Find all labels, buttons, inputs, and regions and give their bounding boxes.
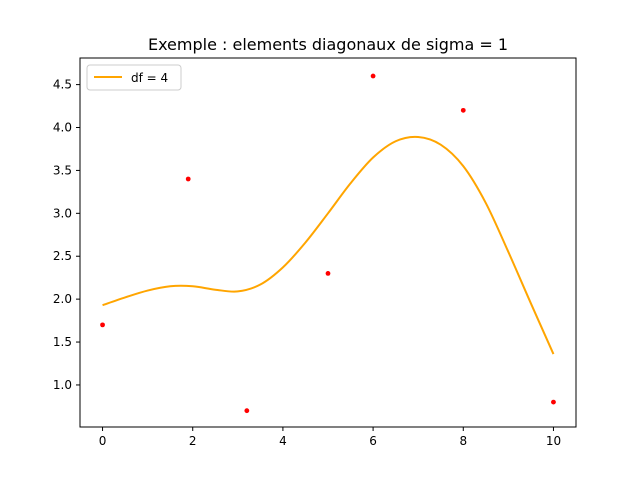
- x-tick-label: 10: [546, 434, 561, 448]
- data-point: [325, 270, 331, 276]
- data-point: [551, 399, 556, 405]
- data-point: [370, 73, 376, 79]
- y-tick-label: 2.5: [53, 249, 72, 263]
- plot-frame: [79, 57, 577, 428]
- data-point: [100, 322, 105, 328]
- series-layer: [100, 73, 556, 414]
- legend: df = 4: [86, 64, 182, 91]
- y-tick-label: 1.0: [53, 378, 72, 392]
- y-tick-label: 3.0: [53, 206, 72, 220]
- legend-label: df = 4: [131, 71, 168, 85]
- data-point: [185, 176, 191, 182]
- data-point: [244, 408, 250, 414]
- y-tick-label: 1.5: [53, 335, 72, 349]
- y-tick-label: 4.5: [53, 78, 72, 92]
- y-tick-label: 3.5: [53, 163, 72, 177]
- x-tick-label: 4: [279, 434, 287, 448]
- data-point: [460, 107, 466, 113]
- y-tick-label: 4.0: [53, 121, 72, 135]
- x-tick-label: 2: [189, 434, 197, 448]
- x-tick-label: 6: [369, 434, 377, 448]
- series-line-df4: [102, 135, 555, 355]
- legend-box: [86, 64, 182, 91]
- x-tick-label: 8: [459, 434, 467, 448]
- x-tick-label: 0: [99, 434, 107, 448]
- y-tick-label: 2.0: [53, 292, 72, 306]
- x-axis: 0 2 4 6 8 10: [99, 427, 561, 448]
- y-axis: 1.0 1.5 2.0 2.5 3.0 3.5 4.0 4.5: [53, 78, 80, 392]
- plot-area: [79, 57, 577, 428]
- chart-title: Exemple : elements diagonaux de sigma = …: [148, 35, 508, 54]
